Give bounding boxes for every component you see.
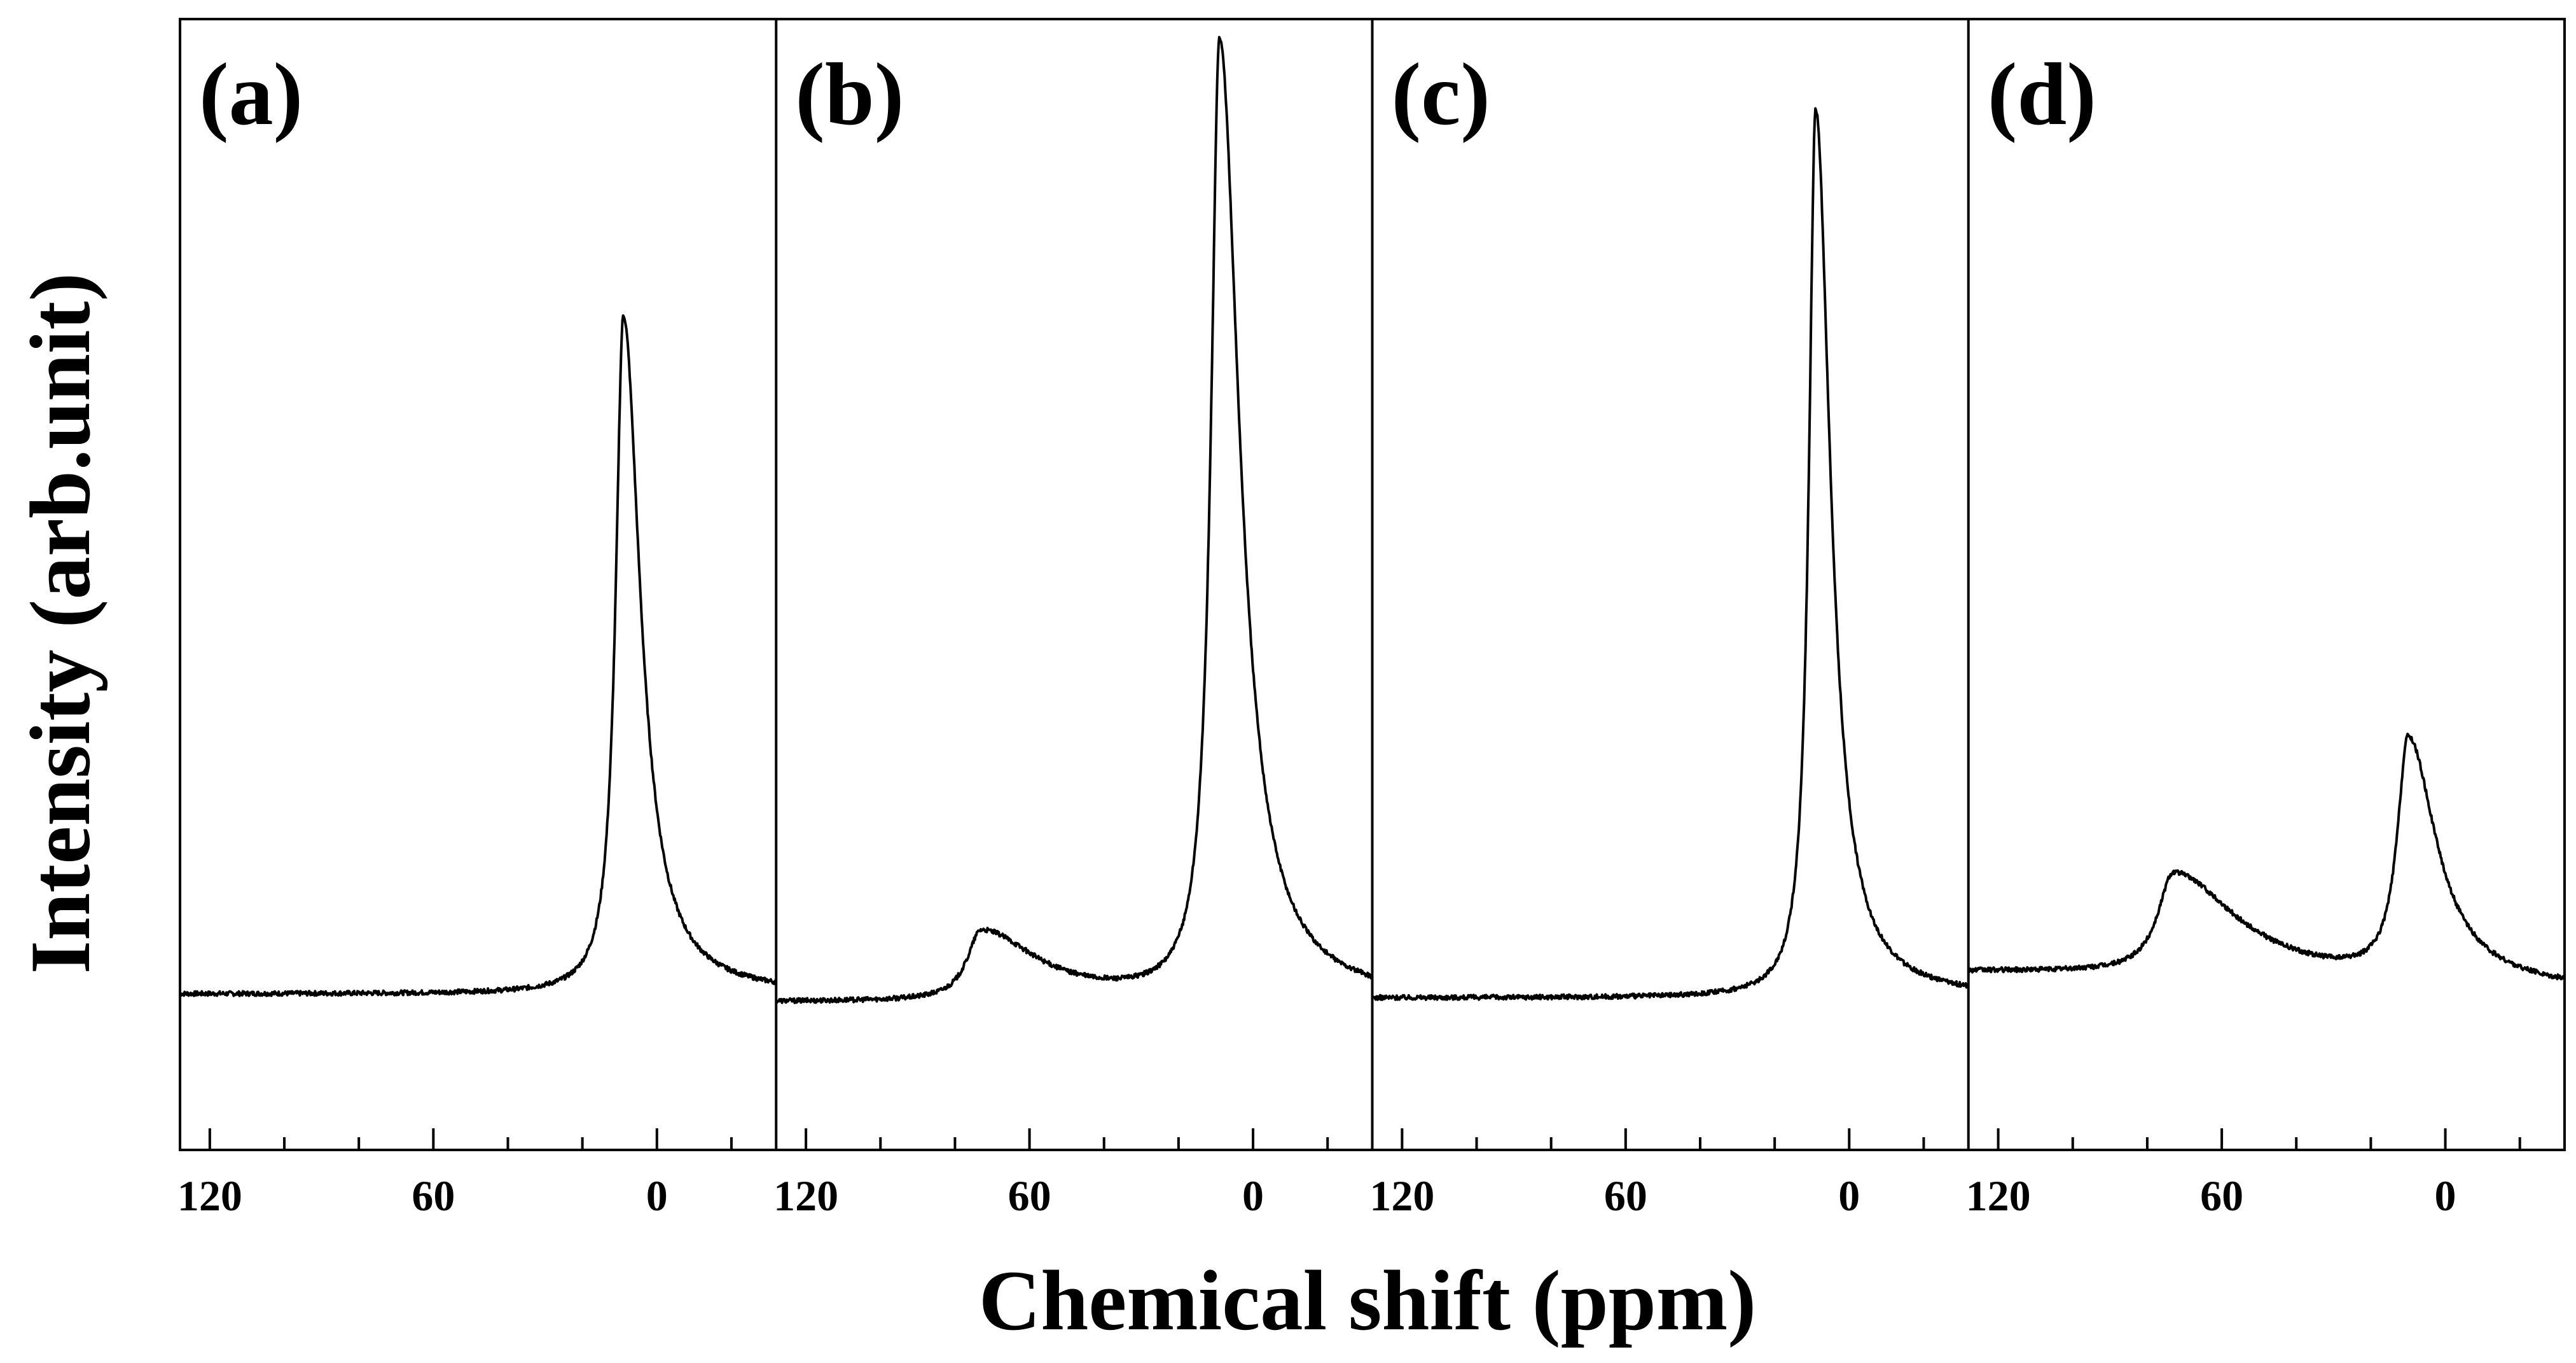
spectrum-line	[775, 36, 1374, 1004]
x-tick-label: 120	[177, 1172, 242, 1220]
spectrum-line	[1967, 732, 2565, 981]
panels-group: 120 60 0 (a) 120 60 0 (b) 120 60 0 (c) 120 60 0 (d)	[177, 18, 2566, 1220]
x-tick-label: 120	[773, 1172, 838, 1220]
x-tick-label: 60	[1008, 1172, 1051, 1220]
y-axis-label: Intensity (arb.unit)	[13, 273, 108, 974]
panel-label: (b)	[795, 45, 904, 144]
panel-d: 120 60 0 (d)	[1966, 19, 2565, 1220]
x-tick-label: 0	[2435, 1172, 2456, 1220]
x-tick-label: 0	[1242, 1172, 1264, 1220]
panel-label: (d)	[1988, 45, 2096, 144]
panel-label: (c)	[1392, 45, 1490, 144]
panel-a: 120 60 0 (a)	[177, 45, 777, 1220]
x-tick-label: 120	[1369, 1172, 1434, 1220]
x-tick-label: 0	[1838, 1172, 1860, 1220]
x-tick-label: 60	[412, 1172, 455, 1220]
x-axis-label: Chemical shift (ppm)	[979, 1254, 1756, 1348]
panel-c: 120 60 0 (c)	[1369, 19, 1970, 1220]
x-tick-label: 0	[646, 1172, 668, 1220]
spectrum-line	[179, 314, 777, 997]
panel-label: (a)	[199, 45, 303, 144]
spectrum-line	[1371, 107, 1970, 1001]
x-tick-label: 60	[2200, 1172, 2243, 1220]
x-tick-label: 120	[1966, 1172, 2031, 1220]
panel-b: 120 60 0 (b)	[773, 19, 1374, 1220]
x-tick-label: 60	[1604, 1172, 1647, 1220]
